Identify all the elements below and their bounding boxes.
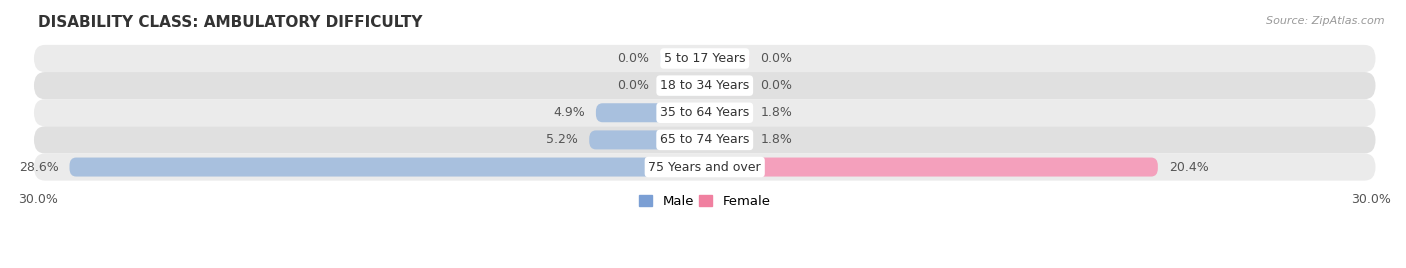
Text: 1.8%: 1.8% <box>761 133 792 146</box>
FancyBboxPatch shape <box>34 126 1375 154</box>
Text: 1.8%: 1.8% <box>761 106 792 119</box>
Text: 20.4%: 20.4% <box>1168 161 1209 174</box>
FancyBboxPatch shape <box>661 49 704 68</box>
Text: 28.6%: 28.6% <box>18 161 59 174</box>
FancyBboxPatch shape <box>661 76 704 95</box>
Text: 0.0%: 0.0% <box>761 52 792 65</box>
Text: 65 to 74 Years: 65 to 74 Years <box>659 133 749 146</box>
Text: DISABILITY CLASS: AMBULATORY DIFFICULTY: DISABILITY CLASS: AMBULATORY DIFFICULTY <box>38 15 423 30</box>
Text: 4.9%: 4.9% <box>553 106 585 119</box>
FancyBboxPatch shape <box>589 131 704 149</box>
Text: 75 Years and over: 75 Years and over <box>648 161 761 174</box>
Text: 0.0%: 0.0% <box>617 79 650 92</box>
Legend: Male, Female: Male, Female <box>633 190 776 214</box>
FancyBboxPatch shape <box>704 76 749 95</box>
Text: 35 to 64 Years: 35 to 64 Years <box>659 106 749 119</box>
Text: 0.0%: 0.0% <box>761 79 792 92</box>
FancyBboxPatch shape <box>34 154 1375 181</box>
FancyBboxPatch shape <box>704 158 1157 177</box>
Text: 5 to 17 Years: 5 to 17 Years <box>664 52 745 65</box>
FancyBboxPatch shape <box>34 45 1375 72</box>
Text: 0.0%: 0.0% <box>617 52 650 65</box>
FancyBboxPatch shape <box>704 49 749 68</box>
FancyBboxPatch shape <box>596 103 704 122</box>
FancyBboxPatch shape <box>704 131 749 149</box>
FancyBboxPatch shape <box>34 72 1375 99</box>
Text: Source: ZipAtlas.com: Source: ZipAtlas.com <box>1267 16 1385 26</box>
FancyBboxPatch shape <box>69 158 704 177</box>
FancyBboxPatch shape <box>704 103 749 122</box>
FancyBboxPatch shape <box>34 99 1375 126</box>
Text: 18 to 34 Years: 18 to 34 Years <box>659 79 749 92</box>
Text: 5.2%: 5.2% <box>547 133 578 146</box>
